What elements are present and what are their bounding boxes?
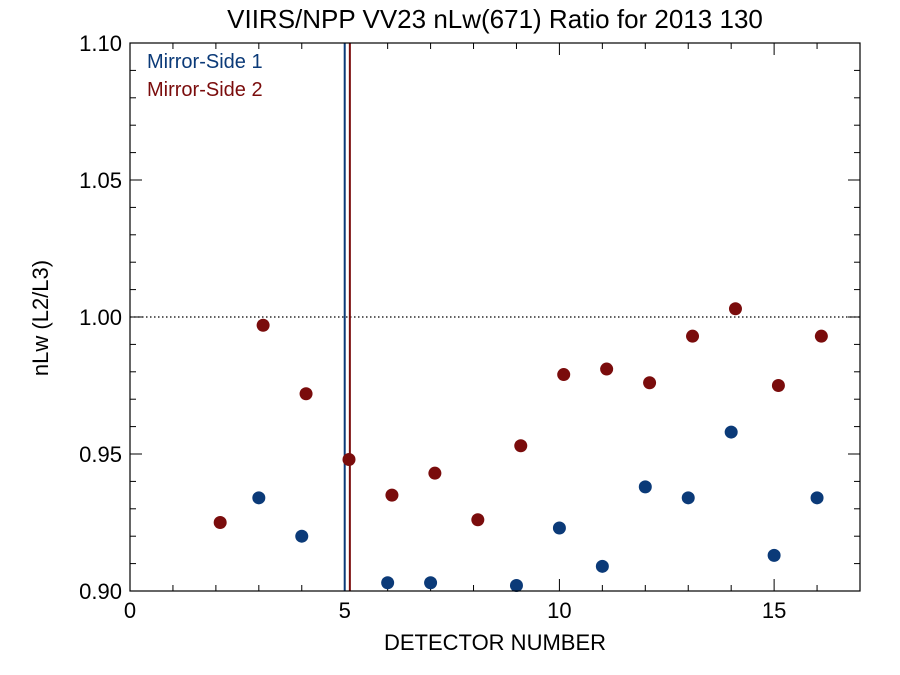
mirror-side-1-point [424, 576, 438, 590]
y-tick-label: 1.10 [79, 31, 122, 56]
y-tick-label: 1.05 [79, 168, 122, 193]
mirror-side-1-point [595, 559, 609, 573]
x-tick-label: 0 [124, 598, 136, 623]
mirror-side-2-point [728, 302, 742, 316]
x-tick-label: 15 [762, 598, 786, 623]
y-tick-label: 0.95 [79, 442, 122, 467]
mirror-side-2-point [557, 368, 571, 382]
y-axis-label: nLw (L2/L3) [28, 260, 53, 376]
axis-ticks: 0 5 10 15 0.90 0.95 1.00 1.05 1.10 [79, 31, 861, 623]
y-tick-label: 1.00 [79, 305, 122, 330]
data-points [213, 302, 828, 593]
mirror-side-1-point [252, 491, 266, 505]
mirror-side-2-point [643, 376, 657, 390]
chart-title: VIIRS/NPP VV23 nLw(671) Ratio for 2013 1… [227, 4, 763, 34]
mirror-side-1-point [767, 548, 781, 562]
mirror-side-1-point [552, 521, 566, 535]
mirror-side-2-point [385, 488, 399, 502]
mirror-side-2-point [471, 513, 485, 527]
y-tick-label: 0.90 [79, 579, 122, 604]
mirror-side-2-point [428, 466, 442, 480]
mirror-side-2-point [686, 329, 700, 343]
mirror-side-1-point [810, 491, 824, 505]
mirror-side-1-point [295, 529, 309, 543]
mirror-side-1-point [509, 579, 523, 593]
x-tick-label: 10 [547, 598, 571, 623]
mirror-side-1-point [724, 425, 738, 439]
mirror-side-2-point [213, 516, 227, 529]
mirror-side-1-point [681, 491, 695, 505]
mirror-side-2-point [771, 379, 785, 392]
mirror-side-2-point [814, 329, 828, 343]
x-tick-label: 5 [339, 598, 351, 623]
mirror-side-2-point [342, 452, 356, 466]
mirror-side-2-point [514, 439, 528, 453]
legend: Mirror-Side 1 Mirror-Side 2 [147, 51, 263, 101]
legend-entry-mirror-side-1: Mirror-Side 1 [147, 51, 263, 73]
mirror-side-2-point [299, 387, 313, 401]
mirror-side-2-point [256, 318, 270, 332]
x-axis-label: DETECTOR NUMBER [384, 630, 606, 655]
legend-entry-mirror-side-2: Mirror-Side 2 [147, 79, 263, 101]
mirror-side-1-point [638, 480, 652, 494]
mirror-side-1-point [381, 576, 395, 590]
mirror-side-lines [343, 43, 351, 591]
mirror-side-2-point [600, 362, 614, 376]
plot-frame [129, 42, 861, 592]
